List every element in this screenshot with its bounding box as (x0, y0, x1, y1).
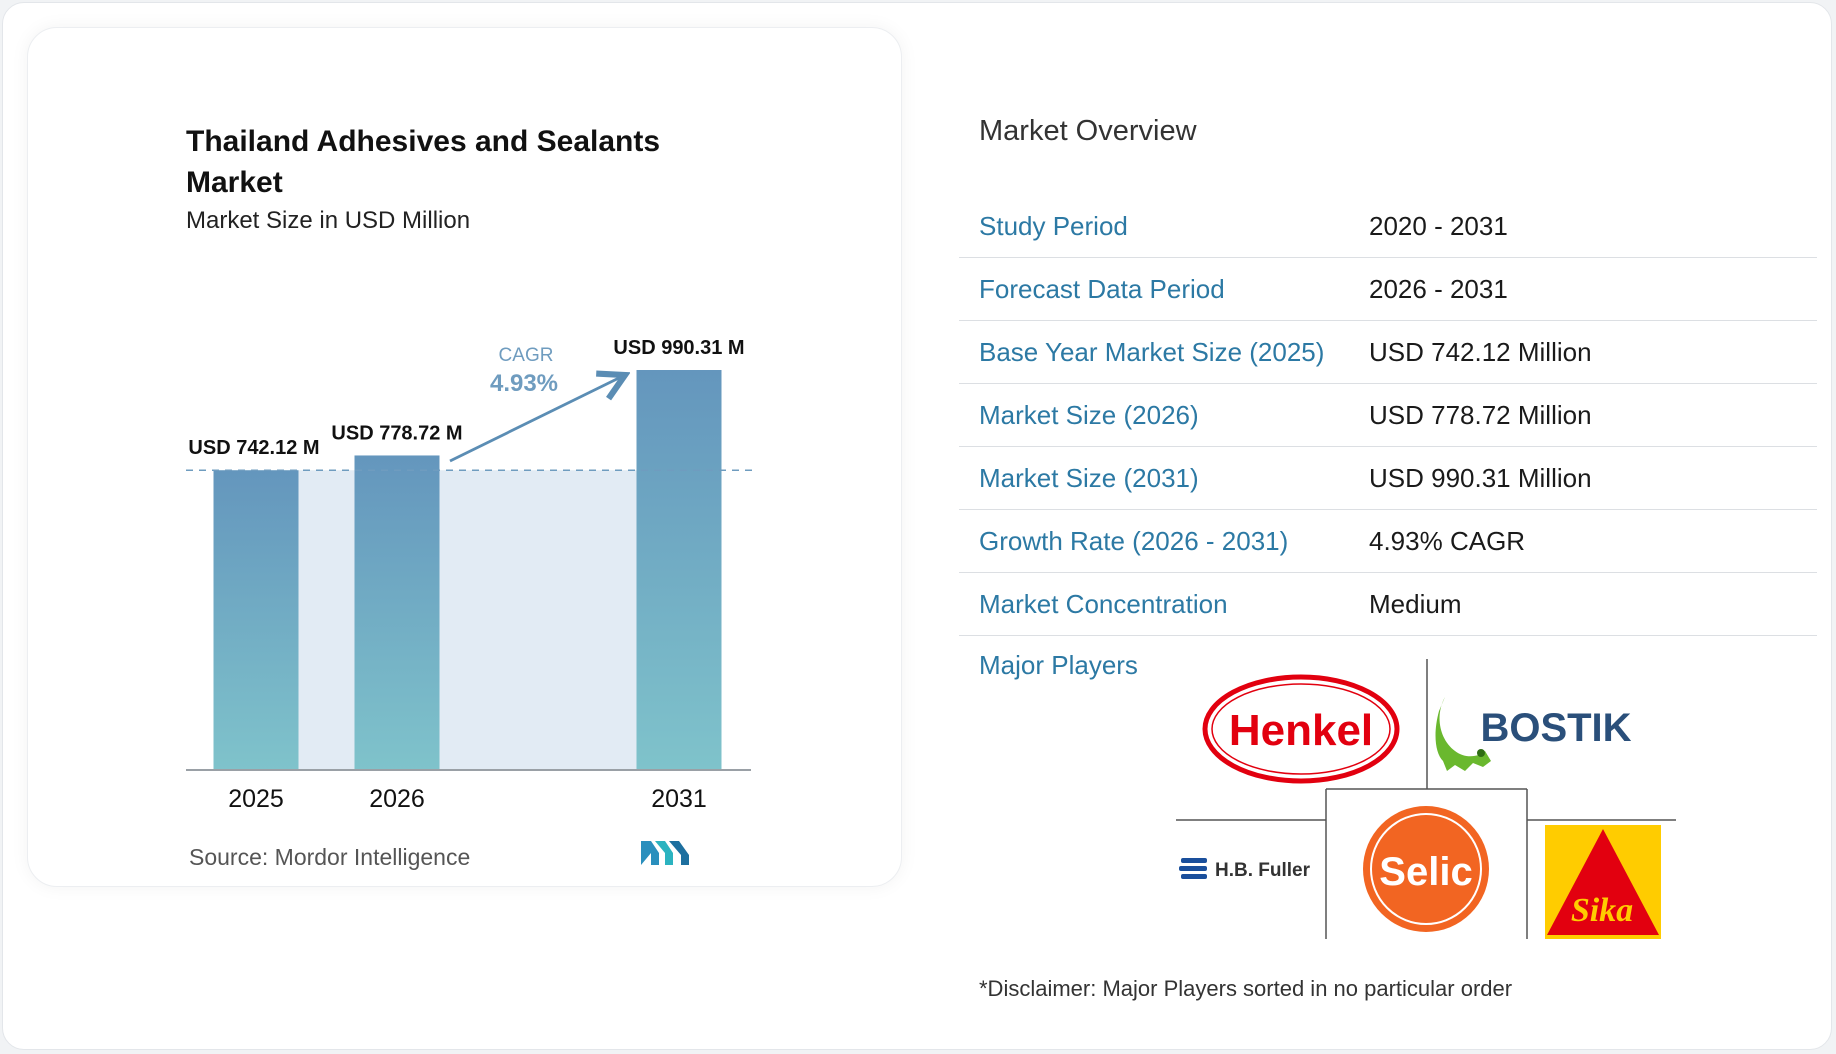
data-label-2031: USD 990.31 M (613, 337, 744, 359)
data-label-2026: USD 778.72 M (331, 422, 462, 444)
bar-2026 (354, 455, 440, 770)
svg-text:H.B. Fuller: H.B. Fuller (1215, 860, 1311, 881)
x-tick-label-2025: 2025 (228, 785, 284, 813)
overview-label: Market Size (2026) (979, 399, 1199, 430)
major-players-label: Major Players (979, 650, 1138, 680)
chart-subtitle: Market Size in USD Million (186, 207, 471, 234)
overview-row: Growth Rate (2026 - 2031) 4.93% CAGR (959, 510, 1817, 573)
overview-row: Study Period 2020 - 2031 (959, 195, 1817, 258)
overview-label: Base Year Market Size (2025) (979, 336, 1325, 367)
overview-label: Study Period (979, 210, 1128, 241)
svg-text:Selic: Selic (1379, 850, 1472, 894)
svg-text:BOSTIK: BOSTIK (1480, 706, 1631, 750)
overview-value: USD 742.12 Million (1369, 336, 1592, 367)
overview-label: Forecast Data Period (979, 273, 1225, 304)
henkel-logo: Henkel (1202, 674, 1400, 784)
sika-logo: Sika (1545, 825, 1661, 939)
overview-label: Growth Rate (2026 - 2031) (979, 525, 1289, 556)
svg-text:Sika: Sika (1571, 892, 1633, 929)
x-tick-label-2026: 2026 (369, 785, 425, 813)
bar-chart: USD 742.12 M 2025 USD 778.72 M 2026 USD 990.… (186, 337, 753, 813)
bar-2031 (636, 370, 722, 770)
overview-value: 4.93% CAGR (1369, 525, 1526, 556)
overview-label: Market Concentration (979, 588, 1228, 619)
data-label-2025: USD 742.12 M (188, 437, 319, 459)
cagr-value: 4.93% (490, 370, 558, 397)
disclaimer: *Disclaimer: Major Players sorted in no … (979, 976, 1513, 1001)
svg-text:Henkel: Henkel (1229, 706, 1373, 755)
overview-row: Market Size (2031) USD 990.31 Million (959, 447, 1817, 510)
overview-value: USD 778.72 Million (1369, 399, 1592, 430)
mordor-intelligence-logo (641, 841, 689, 865)
bostik-logo: BOSTIK (1435, 697, 1632, 771)
overview-row: Market Size (2026) USD 778.72 Million (959, 384, 1817, 447)
overview-table: Study Period 2020 - 2031 Forecast Data P… (959, 195, 1817, 636)
chart-source: Source: Mordor Intelligence (189, 844, 471, 870)
cagr-arrow (449, 375, 625, 463)
cagr-label: CAGR (499, 345, 554, 366)
overview-row: Base Year Market Size (2025) USD 742.12 … (959, 321, 1817, 384)
x-tick-label-2031: 2031 (651, 785, 707, 813)
overview-value: 2026 - 2031 (1369, 273, 1508, 304)
overview-row: Forecast Data Period 2026 - 2031 (959, 258, 1817, 321)
overview-value: Medium (1369, 588, 1462, 619)
overview-label: Market Size (2031) (979, 462, 1199, 493)
overview-row: Market Concentration Medium (959, 573, 1817, 636)
overview-value: 2020 - 2031 (1369, 210, 1508, 241)
bar-2025 (213, 470, 299, 770)
overview-value: USD 990.31 Million (1369, 462, 1592, 493)
selic-logo: Selic (1363, 806, 1489, 932)
overview-title: Market Overview (979, 115, 1197, 147)
hb-fuller-logo: H.B. Fuller (1179, 858, 1311, 881)
chart-title: Thailand Adhesives and Sealants Market (186, 125, 661, 199)
major-players-logos: Henkel BOSTIK H.B. Fuller Selic Sika (1176, 659, 1676, 939)
